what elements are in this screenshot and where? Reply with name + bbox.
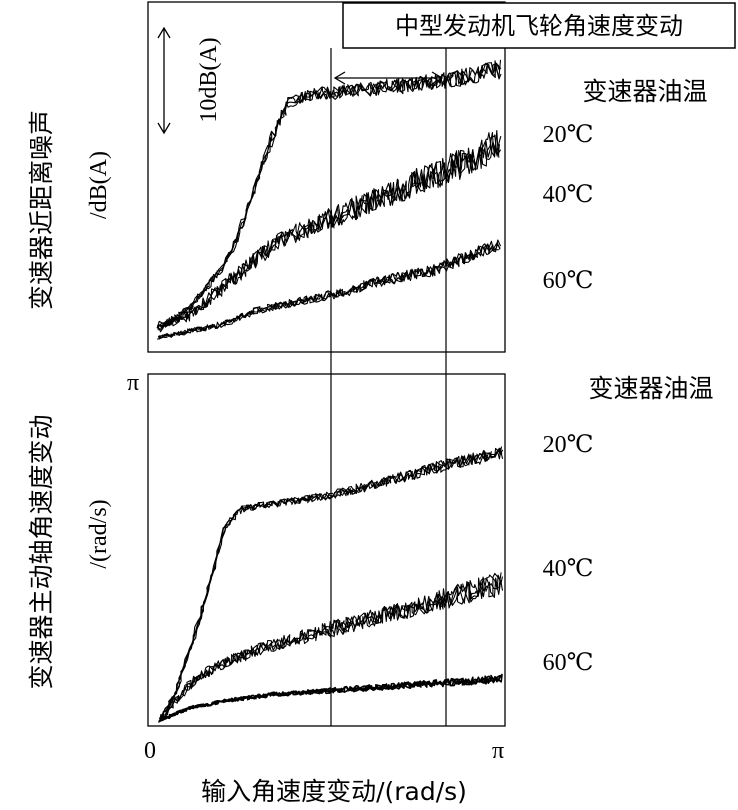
top-series-60c-trace (158, 239, 502, 340)
figure-title-box (342, 2, 736, 49)
bottom-legend-item-20c: 20℃ (543, 432, 594, 458)
top-panel-series (156, 59, 502, 340)
top-legend-title: 变速器油温 (582, 77, 707, 106)
top-series-40c-trace (156, 134, 502, 333)
top-legend-item-20c: 20℃ (543, 122, 594, 148)
scale-bar-arrow (157, 26, 171, 135)
top-series-20c-trace (157, 62, 501, 330)
bottom-ylabel-line1: 变速器主动轴角速度变动 (27, 414, 56, 689)
top-series-40c-trace (156, 131, 502, 330)
top-series-60c-trace (157, 240, 501, 340)
scale-bar-label: 10dB(A) (196, 37, 222, 122)
top-panel-frame (147, 1, 506, 353)
x-axis-label: 输入角速度变动/(rad/s) (201, 777, 467, 806)
bottom-ylabel-line2: /(rad/s) (86, 499, 112, 568)
bottom-legend-item-60c: 60℃ (543, 650, 594, 676)
bottom-series-40c-trace (158, 572, 502, 721)
top-legend-item-40c: 40℃ (543, 182, 594, 208)
top-legend-item-60c: 60℃ (543, 268, 594, 294)
figure-title: 中型发动机飞轮角速度变动 (395, 12, 683, 40)
top-ylabel-line1: 变速器近距离噪声 (27, 110, 56, 310)
bottom-panel-frame (147, 373, 506, 727)
top-series-60c-trace (157, 243, 501, 338)
bottom-legend-title: 变速器油温 (588, 374, 713, 403)
bottom-series-60c-trace (161, 675, 503, 721)
bottom-series-60c-trace (159, 673, 504, 722)
bottom-legend-item-40c: 40℃ (543, 556, 594, 582)
x-tick-label-0: 0 (144, 738, 156, 764)
y-max-tick-label: π (127, 370, 139, 396)
bottom-series-20c-trace (160, 446, 503, 720)
x-tick-label-pi: π (492, 738, 504, 764)
top-ylabel-line2: /dB(A) (86, 151, 112, 219)
bottom-panel-series (158, 446, 504, 723)
top-series-20c-trace (157, 62, 502, 331)
top-series-40c-trace (158, 132, 500, 328)
bottom-series-40c-trace (160, 574, 502, 719)
bottom-series-40c-trace (160, 572, 503, 719)
top-series-20c-trace (158, 59, 502, 328)
